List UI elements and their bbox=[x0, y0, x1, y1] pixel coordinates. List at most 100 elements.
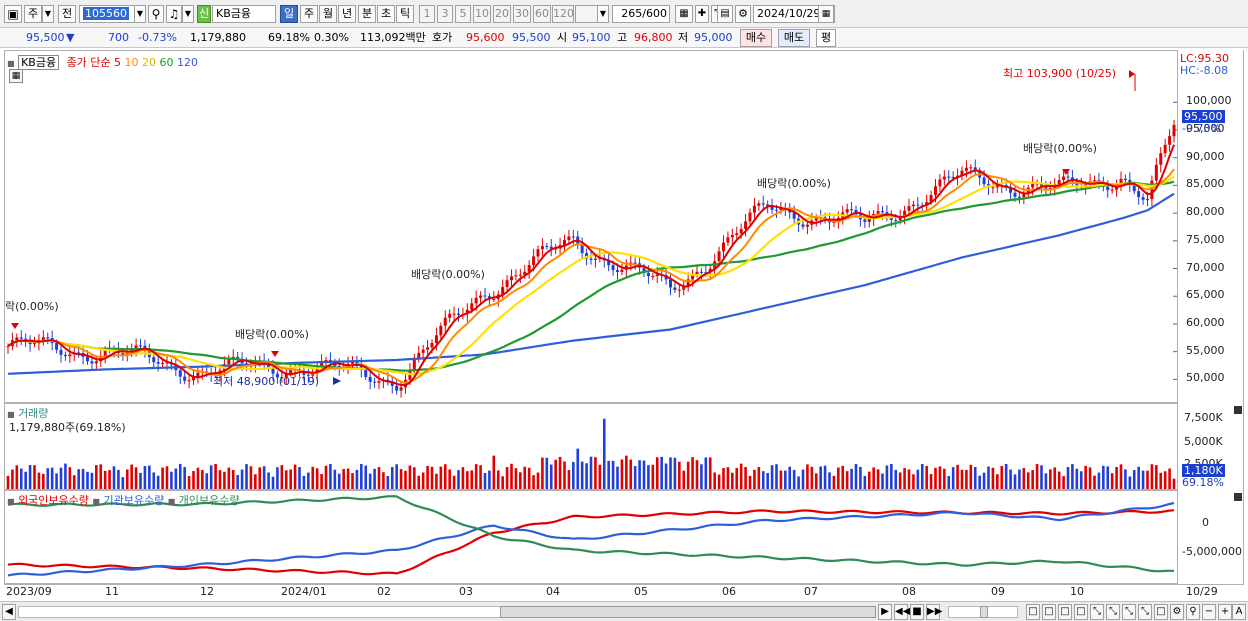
trend-line-icon[interactable]: ⤡ bbox=[1090, 604, 1104, 620]
count-field[interactable]: 265/600 bbox=[612, 5, 670, 23]
angle-icon[interactable]: ⤡ bbox=[1138, 604, 1152, 620]
chevron-down-icon[interactable]: ▼ bbox=[42, 5, 54, 23]
plus-icon[interactable]: + bbox=[1218, 604, 1232, 620]
volume-bar bbox=[532, 475, 535, 489]
volume-bar bbox=[1075, 468, 1079, 489]
volume-bar bbox=[735, 467, 739, 489]
gear-icon[interactable]: ⚙ bbox=[735, 5, 751, 23]
speaker-icon[interactable]: ♫ bbox=[166, 5, 182, 23]
settings-icon[interactable]: ⚙ bbox=[1170, 604, 1184, 620]
search-icon[interactable]: ⚲ bbox=[148, 5, 164, 23]
volume-bar bbox=[620, 459, 624, 489]
trade-amount: 113,092백만 bbox=[360, 31, 426, 44]
minus-icon[interactable]: − bbox=[1202, 604, 1216, 620]
copy-icon[interactable]: □ bbox=[1154, 604, 1168, 620]
period-button[interactable]: 주 bbox=[24, 5, 42, 23]
volume-bar bbox=[1168, 468, 1171, 489]
minute-option-20[interactable]: 20 bbox=[493, 5, 511, 23]
candle-body bbox=[673, 287, 677, 290]
volume-title: ■ 거래량 bbox=[7, 405, 48, 421]
panel-close-icon[interactable] bbox=[1234, 493, 1242, 501]
window-icon[interactable]: ▣ bbox=[4, 5, 22, 23]
tab-monthly[interactable]: 월 bbox=[319, 5, 337, 23]
volume-bar bbox=[982, 472, 986, 489]
chart-tool-1-icon[interactable]: □ bbox=[1026, 604, 1040, 620]
chart-tool-2-icon[interactable]: □ bbox=[1042, 604, 1056, 620]
price-y-tick: 80,000 bbox=[1186, 205, 1225, 219]
candle-body bbox=[33, 343, 36, 345]
panel-close-icon[interactable] bbox=[1234, 406, 1242, 414]
vol-tick-7500: 7,500K bbox=[1184, 411, 1223, 424]
volume-bar bbox=[483, 473, 487, 489]
candle-body bbox=[563, 240, 566, 246]
zoom-icon[interactable]: ⚲ bbox=[1186, 604, 1200, 620]
minute-option-120[interactable]: 120 bbox=[552, 5, 574, 23]
tab-yearly[interactable]: 년 bbox=[338, 5, 356, 23]
first-page-icon[interactable]: ◀◀ bbox=[894, 604, 910, 620]
eval-button[interactable]: 평 bbox=[816, 29, 836, 47]
save-icon[interactable]: ▤ bbox=[717, 5, 733, 23]
volume-bar bbox=[704, 457, 708, 489]
stock-name-field[interactable]: KB금융 bbox=[212, 5, 276, 23]
x-label: 12 bbox=[200, 585, 214, 598]
scroll-thumb[interactable] bbox=[500, 606, 876, 618]
channel-icon[interactable]: ⤡ bbox=[1122, 604, 1136, 620]
scroll-left-button[interactable]: ◀ bbox=[2, 604, 16, 620]
scroll-right-button[interactable]: ▶ bbox=[878, 604, 892, 620]
minute-option-1[interactable]: 1 bbox=[419, 5, 435, 23]
volume-bar bbox=[320, 473, 323, 489]
candle-body bbox=[320, 361, 324, 367]
tab-second[interactable]: 초 bbox=[377, 5, 395, 23]
volume-bar bbox=[784, 470, 787, 489]
volume-bar bbox=[466, 471, 469, 489]
chevron-down-icon[interactable]: ▼ bbox=[182, 5, 194, 23]
candle-body bbox=[1150, 180, 1154, 200]
volume-chart bbox=[6, 418, 1176, 489]
volume-bar bbox=[726, 467, 730, 489]
tab-daily[interactable]: 일 bbox=[280, 5, 298, 23]
volume-chart-panel[interactable]: ■ 거래량 1,179,880주(69.18%) bbox=[4, 403, 1178, 490]
ma5-line bbox=[7, 144, 1175, 386]
zoom-slider-handle[interactable] bbox=[980, 606, 988, 618]
fibonacci-icon[interactable]: ⤡ bbox=[1106, 604, 1120, 620]
volume-bar bbox=[806, 464, 809, 489]
legend-ma20: 20 bbox=[142, 56, 157, 69]
price-chart-panel[interactable]: ■ KB금융 종가 단순 5 10 20 60 120 ▦ 최고 103,900… bbox=[4, 50, 1178, 403]
buy-button[interactable]: 매수 bbox=[740, 29, 772, 47]
stock-code-input[interactable]: 105560 bbox=[79, 5, 135, 23]
minute-option-30[interactable]: 30 bbox=[513, 5, 531, 23]
minute-option-5[interactable]: 5 bbox=[455, 5, 471, 23]
holdings-chart-panel[interactable]: ■ 외국인보유수량 ■ 기관보유수량 ■ 개인보유수량 bbox=[4, 490, 1178, 584]
volume-bar bbox=[426, 466, 429, 489]
tab-weekly[interactable]: 주 bbox=[300, 5, 318, 23]
minute-option-3[interactable]: 3 bbox=[437, 5, 453, 23]
volume-bar bbox=[368, 473, 372, 489]
font-size-icon[interactable]: A bbox=[1232, 604, 1246, 620]
sell-button[interactable]: 매도 bbox=[778, 29, 810, 47]
calendar-icon[interactable]: ▦ bbox=[818, 5, 834, 23]
count-total: /600 bbox=[642, 7, 667, 20]
volume-bar bbox=[435, 473, 438, 489]
stop-icon[interactable]: ■ bbox=[910, 604, 924, 620]
new-badge[interactable]: 신 bbox=[197, 5, 211, 23]
volume-bar bbox=[594, 457, 597, 489]
last-page-icon[interactable]: ▶▶ bbox=[926, 604, 942, 620]
chart-tool-4-icon[interactable]: □ bbox=[1074, 604, 1088, 620]
candle-body bbox=[165, 362, 169, 364]
volume-bar bbox=[470, 470, 474, 489]
grid-icon[interactable]: ▦ bbox=[9, 69, 23, 83]
crosshair-icon[interactable]: ✚ bbox=[695, 5, 709, 23]
minute-option-60[interactable]: 60 bbox=[533, 5, 551, 23]
prev-button[interactable]: 전 bbox=[58, 5, 76, 23]
candle-type-icon[interactable]: ▦ bbox=[675, 5, 693, 23]
volume-bar bbox=[461, 467, 465, 489]
volume-bar bbox=[1102, 465, 1105, 489]
tab-minute[interactable]: 분 bbox=[358, 5, 376, 23]
date-field[interactable]: 2024/10/29 bbox=[753, 5, 835, 23]
tab-tick[interactable]: 틱 bbox=[396, 5, 414, 23]
chart-tool-3-icon[interactable]: □ bbox=[1058, 604, 1072, 620]
legend-stock-name[interactable]: KB금융 bbox=[18, 55, 60, 70]
chevron-down-icon[interactable]: ▼ bbox=[597, 5, 609, 23]
code-dropdown-icon[interactable]: ▼ bbox=[134, 5, 146, 23]
minute-option-10[interactable]: 10 bbox=[473, 5, 491, 23]
